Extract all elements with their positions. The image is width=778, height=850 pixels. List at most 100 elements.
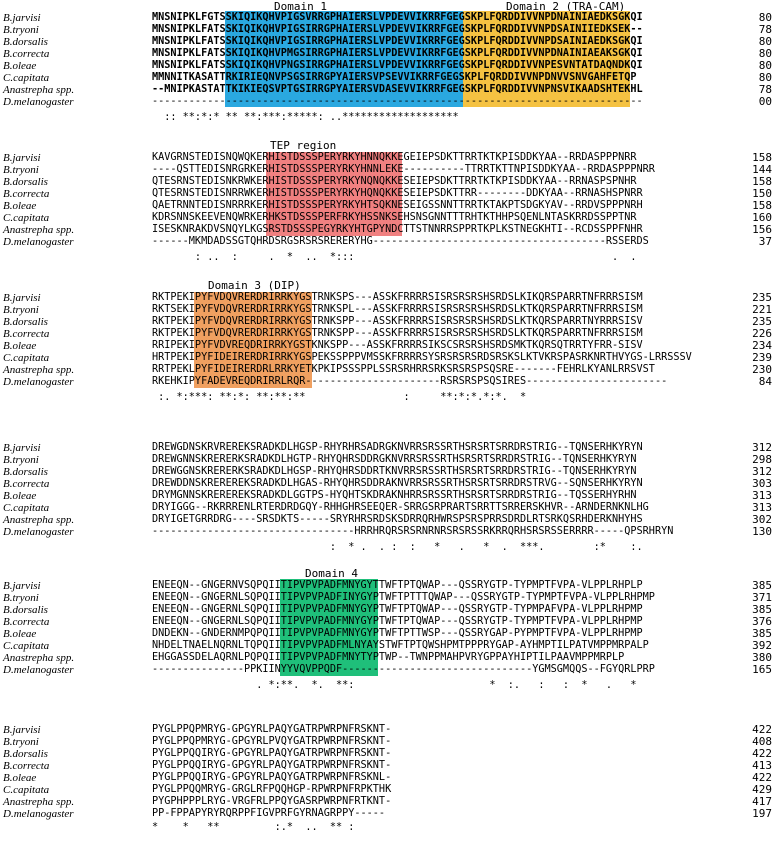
species-name: Anastrepha spp. bbox=[3, 514, 75, 526]
position-number: 235 bbox=[752, 315, 772, 328]
position-number: 312 bbox=[752, 441, 772, 454]
position-number: 413 bbox=[752, 759, 772, 772]
sequence: ----QSTTEDISNRGRKERHISTDSSSPERYRKYHNNLEK… bbox=[152, 164, 655, 175]
sequence: ENEEQN--GNGERNLSQPQIITIPVPVPADFMNYGYPTWF… bbox=[152, 616, 643, 627]
species-name: B.jarvisi bbox=[3, 152, 41, 164]
sequence: MMNNITKASATTRKIRIEQNVPSGSIRRGPYAIERSVPSE… bbox=[152, 72, 637, 83]
position-number: 313 bbox=[752, 501, 772, 514]
species-name: B.correcta bbox=[3, 616, 50, 628]
sequence: ENEEQN--GNGERNLSQPQIITIPVPVPADFINYGYPTWF… bbox=[152, 592, 655, 603]
sequence-row: B.jarvisi KAVGRNSTEDISNQWQKERHISTDSSSPERY… bbox=[0, 152, 778, 165]
position-number: 371 bbox=[752, 591, 772, 604]
position-number: 422 bbox=[752, 747, 772, 760]
sequence-row: C.capitata NHDELTNAELNQRNLTQPQIITIPVPVPAD… bbox=[0, 639, 778, 653]
species-name: B.jarvisi bbox=[3, 580, 41, 592]
sequence: MNSNIPKLFATSSKIQIKQHVPMGSIRRGPHAIERSLVPD… bbox=[152, 48, 643, 59]
sequence-row: B.tryoni RKTSEKIPYFVDQVRERDRIRRKYGSTRNKSP… bbox=[0, 304, 778, 317]
sequence-row: B.dorsalis ENEEQN--GNGERNLSQPQIITIPVPVPAD… bbox=[0, 604, 778, 617]
sequence-row: B.oleae MNSNIPKLFATSSKIQIKQHVPNGSIRRGPHAI… bbox=[0, 59, 778, 73]
sequence-row: B.jarvisi MNSNIPKLFGTSSKIQIKQHVPIGSVRRGPH… bbox=[0, 12, 778, 25]
sequence: PP-FPPAPYRYRQRPPFIGVPRFGYRNAGRPPY----- bbox=[152, 808, 386, 819]
position-number: 144 bbox=[752, 163, 772, 176]
sequence-row: B.dorsalis RKTPEKIPYFVDQVRERDRIRRKYGSTRNK… bbox=[0, 315, 778, 329]
position-number: 385 bbox=[752, 627, 772, 640]
position-number: 80 bbox=[758, 59, 772, 72]
sequence-row: B.jarvisi ENEEQN--GNGERNVSQPQIITIPVPVPADF… bbox=[0, 580, 778, 593]
sequence-row: Anastrepha spp. RRTPEKLPYFIDEIRERDRLRRKYE… bbox=[0, 363, 778, 377]
sequence-row: D.melanogaster ------MKMDADSSGTQHRDSRGSRS… bbox=[0, 236, 778, 249]
sequence-row: B.tryoni ENEEQN--GNGERNLSQPQIITIPVPVPADFI… bbox=[0, 591, 778, 605]
sequence: RRTPEKLPYFIDEIRERDRLRRKYETKPKIPSSSPPLSSR… bbox=[152, 364, 655, 375]
position-number: 298 bbox=[752, 453, 772, 466]
species-name: B.oleae bbox=[3, 628, 37, 640]
position-number: 422 bbox=[752, 771, 772, 784]
sequence: QAETRNNTEDISNRRRKERHISTDSSSPERYRKYHTSQKN… bbox=[152, 200, 643, 211]
sequence-row: Anastrepha spp. --MNIPKASTATTKIKIEQSVPTGS… bbox=[0, 84, 778, 97]
species-name: C.capitata bbox=[3, 784, 50, 796]
sequence-row: B.dorsalis PYGLPPQQIRYG-GPGYRLPAQYGATRPWR… bbox=[0, 747, 778, 761]
position-number: 84 bbox=[758, 375, 772, 388]
sequence-row: C.capitata PYGLPPQQMRYG-GRGLRFPQQHGP-RPWR… bbox=[0, 783, 778, 797]
species-name: D.melanogaster bbox=[3, 96, 74, 108]
sequence: RKTPEKIPYFVDQVRERDRIRRKYGSTRNKSPP---ASSK… bbox=[152, 316, 643, 327]
position-number: 80 bbox=[758, 47, 772, 60]
sequence: --MNIPKASTATTKIKIEQSVPTGSIRRGPYAIERSVDAS… bbox=[152, 84, 643, 95]
domain1-highlight bbox=[225, 11, 463, 107]
species-name: B.tryoni bbox=[3, 304, 39, 316]
position-number: 150 bbox=[752, 187, 772, 200]
sequence-row: B.correcta DREWDDNSKREREREKSRADKDLHGAS-RH… bbox=[0, 478, 778, 491]
species-name: B.oleae bbox=[3, 340, 37, 352]
sequence: RKTPEKIPYFVDQVRERDRIRRKYGSTRNKSPS---ASSK… bbox=[152, 292, 643, 303]
position-number: 130 bbox=[752, 525, 772, 538]
sequence-row: B.oleae DRYMGNNSKREREREKSRADKDLGGTPS-HYQH… bbox=[0, 490, 778, 503]
position-number: 429 bbox=[752, 783, 772, 796]
sequence: ISESKNRAKDVSNQYLKGSRSTDSSSPEGYRKYHTGPYND… bbox=[152, 224, 643, 235]
species-name: B.oleae bbox=[3, 60, 37, 72]
sequence-row: B.jarvisi DREWGDNSKRVREREKSRADKDLHGSP-RHY… bbox=[0, 441, 778, 455]
sequence-row: B.correcta RKTPEKIPYFVDQVRERDRIRRKYGSTRNK… bbox=[0, 328, 778, 341]
sequence: PYGLPPQQIRYG-GPGYRLPAQYGATRPWRPNFRSKNT- bbox=[152, 748, 392, 759]
sequence: RRIPEKIPYFVDVREQDRIRRKYGSTKNKSPP---ASSKF… bbox=[152, 340, 643, 351]
conservation-line: . *:**. *. **: * :. : : * . * bbox=[152, 680, 637, 691]
sequence: DRYIGETGRRDRG----SRSDKTS-----SRYRHRSRDSK… bbox=[152, 514, 643, 525]
species-name: B.tryoni bbox=[3, 592, 39, 604]
sequence-row: Anastrepha spp. EHGGASSDELAQRNLPQPQIITIPV… bbox=[0, 652, 778, 665]
sequence-row: B.dorsalis QTESRNSTEDISNKRWKERHISTDSSSPER… bbox=[0, 176, 778, 189]
position-number: 417 bbox=[752, 795, 772, 808]
species-name: D.melanogaster bbox=[3, 526, 74, 538]
position-number: 376 bbox=[752, 615, 772, 628]
sequence: DREWGGNSKRERERKSRADKDLHGSP-RHYQHRSDDRTKN… bbox=[152, 466, 637, 477]
sequence: ---------------PPKIINYYVQVPPQDF---------… bbox=[152, 664, 655, 675]
sequence-row: C.capitata HRTPEKIPYFIDEIRERDRIRRKYGSPEKS… bbox=[0, 351, 778, 365]
species-name: Anastrepha spp. bbox=[3, 84, 75, 96]
species-name: C.capitata bbox=[3, 72, 50, 84]
position-number: 234 bbox=[752, 339, 772, 352]
sequence-row: Anastrepha spp. ISESKNRAKDVSNQYLKGSRSTDSS… bbox=[0, 224, 778, 237]
position-number: 239 bbox=[752, 351, 772, 364]
species-name: B.correcta bbox=[3, 328, 50, 340]
sequence: MNSNIPKLFATSSKIQIKQHVPIGSIRRGPHAIERSLVPD… bbox=[152, 24, 643, 35]
sequence-row: B.oleae DNDEKN--GNDERNMPQPQIITIPVPVPADFMN… bbox=[0, 627, 778, 641]
domain2-highlight bbox=[463, 11, 630, 107]
species-name: B.jarvisi bbox=[3, 442, 41, 454]
domain2-label: Domain 2 (TRA-CAM) bbox=[506, 0, 626, 13]
species-name: D.melanogaster bbox=[3, 376, 74, 388]
position-number: 392 bbox=[752, 639, 772, 652]
sequence: RKEHKIPYFADEVREQDRIRRLRQR---------------… bbox=[152, 376, 668, 387]
sequence: QTESRNSTEDISNRRWKERHISTDSSSPERYRKYHQNQKK… bbox=[152, 188, 643, 199]
species-name: Anastrepha spp. bbox=[3, 652, 75, 664]
species-name: Anastrepha spp. bbox=[3, 796, 75, 808]
species-name: B.tryoni bbox=[3, 164, 39, 176]
sequence: DREWGNNSKRERERKSRADKDLHGTP-RHYQHRSDDRGKN… bbox=[152, 454, 637, 465]
sequence-row: C.capitata MMNNITKASATTRKIRIEQNVPSGSIRRGP… bbox=[0, 72, 778, 85]
tep-label: TEP region bbox=[270, 139, 337, 152]
conservation-line: : * . . : : * . * . ***. :* :. bbox=[152, 542, 643, 553]
sequence-row: B.oleae QAETRNNTEDISNRRRKERHISTDSSSPERYRK… bbox=[0, 200, 778, 213]
position-number: 230 bbox=[752, 363, 772, 376]
species-name: B.tryoni bbox=[3, 24, 39, 36]
sequence-row: D.melanogaster ---------------PPKIINYYVQV… bbox=[0, 664, 778, 677]
species-name: B.correcta bbox=[3, 760, 50, 772]
sequence: MNSNIPKLFATSSKIQIKQHVPNGSIRRGPHAIERSLVPD… bbox=[152, 60, 643, 71]
sequence-row: Anastrepha spp. DRYIGETGRRDRG----SRSDKTS-… bbox=[0, 514, 778, 527]
sequence-row: B.jarvisi PYGLPPQPMRYG-GPGYRLPAQYGATRPWRP… bbox=[0, 724, 778, 737]
